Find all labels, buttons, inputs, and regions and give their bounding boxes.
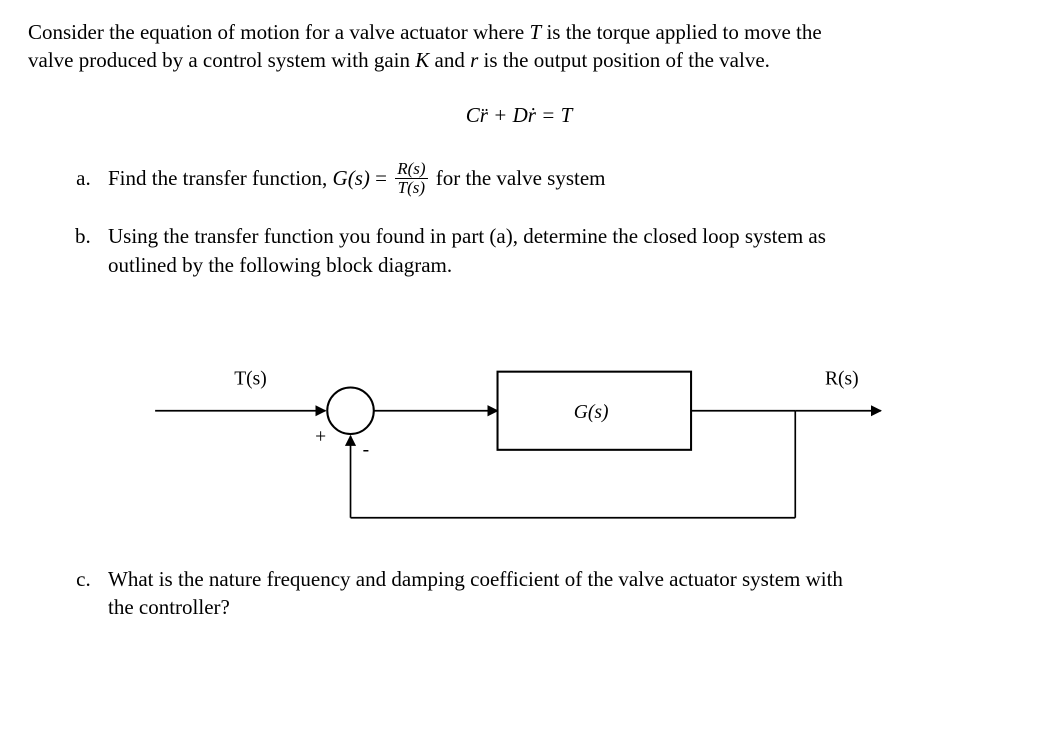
gs-symbol: G(s) [333,166,370,190]
part-a-text: for the valve system [431,166,606,190]
fraction-rs-ts: R(s)T(s) [395,160,427,197]
svg-text:G(s): G(s) [574,402,609,423]
fraction-num: R(s) [395,160,427,179]
intro-text: is the output position of the valve. [478,48,770,72]
eq-sign: = [370,166,392,190]
intro-paragraph: Consider the equation of motion for a va… [28,18,1010,75]
svg-text:+: + [315,426,326,447]
block-diagram-svg: T(s) R(s) G(s) + - [108,327,928,541]
part-a-text: Find the transfer function, [108,166,333,190]
part-b-text: outlined by the following block diagram. [108,253,452,277]
var-T: T [530,20,542,44]
intro-text: is the torque applied to move the [541,20,822,44]
svg-text:-: - [363,439,370,460]
part-c-text: What is the nature frequency and damping… [108,567,843,591]
part-c: What is the nature frequency and damping… [96,565,1010,622]
svg-text:T(s): T(s) [234,369,267,390]
fraction-den: T(s) [395,179,427,197]
intro-text: valve produced by a control system with … [28,48,415,72]
part-b: Using the transfer function you found in… [96,222,1010,541]
part-a: Find the transfer function, G(s) = R(s)T… [96,162,1010,199]
part-c-text: the controller? [108,595,230,619]
intro-text: and [429,48,470,72]
svg-text:R(s): R(s) [825,369,859,390]
equation-of-motion: Cr̈ + Dṙ = T [28,103,1010,128]
part-b-text: Using the transfer function you found in… [108,224,826,248]
intro-text: Consider the equation of motion for a va… [28,20,530,44]
block-diagram: T(s) R(s) G(s) + - [108,327,1010,541]
var-K: K [415,48,429,72]
question-list: Find the transfer function, G(s) = R(s)T… [28,162,1010,622]
